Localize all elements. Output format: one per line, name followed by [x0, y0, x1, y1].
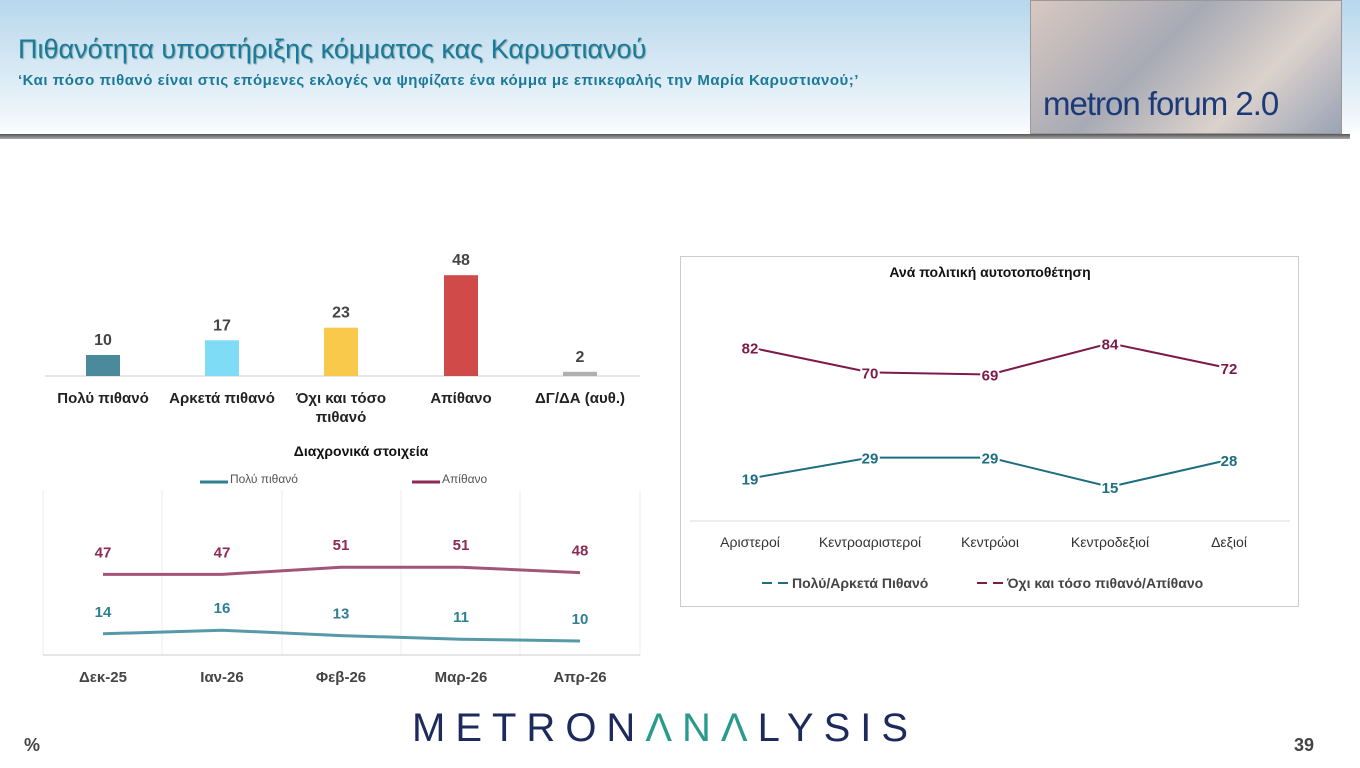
bar-value-label: 2 [576, 349, 585, 366]
trend-value-label: 47 [95, 544, 112, 561]
bar-value-label: 17 [213, 317, 231, 334]
ideology-value-label: 19 [742, 471, 759, 488]
legend-label: Απίθανο [442, 472, 488, 486]
trend-line-0 [102, 628, 581, 643]
ideology-line-0 [749, 456, 1230, 488]
ideology-x-label: Δεξιοί [1211, 534, 1247, 550]
trend-value-label: 51 [333, 537, 350, 554]
trend-chart-title: Διαχρονικά στοιχεία [294, 443, 429, 459]
trend-x-label: Δεκ-25 [79, 669, 127, 686]
trend-x-label: Απρ-26 [553, 669, 606, 686]
bar-value-label: 48 [452, 252, 470, 269]
bar-category-label: Όχι και τόσο [295, 390, 386, 407]
metron-analysis-logo: METRONΛNΛLYSIS [412, 706, 918, 751]
header-divider [0, 134, 1350, 139]
ideology-value-label: 72 [1221, 361, 1238, 378]
slide-title: Πιθανότητα υποστήριξης κόμματος κας Καρυ… [18, 34, 647, 64]
brand-part: ΛNΛ [645, 706, 758, 750]
trend-value-label: 10 [572, 611, 589, 628]
bar-0 [86, 355, 120, 376]
bar-2 [324, 327, 358, 376]
unit-label: % [24, 735, 41, 755]
ideology-line-1 [749, 342, 1230, 376]
bar-category-label: Απίθανο [430, 390, 491, 407]
ideology-chart-frame [680, 256, 1299, 607]
bar-category-label: πιθανό [316, 409, 367, 426]
legend-label: Πολύ πιθανό [230, 472, 298, 486]
ideology-value-label: 69 [982, 367, 999, 384]
metron-forum-logo: metron forum 2.0 [1030, 0, 1342, 134]
bar-value-label: 10 [94, 332, 112, 349]
trend-value-label: 13 [333, 606, 350, 623]
trend-value-label: 51 [453, 537, 470, 554]
bar-1 [205, 340, 239, 376]
trend-value-label: 16 [214, 600, 231, 617]
page-number: 39 [1294, 735, 1315, 755]
trend-x-label: Φεβ-26 [316, 669, 366, 686]
trend-x-label: Μαρ-26 [435, 669, 488, 686]
ideology-value-label: 28 [1221, 453, 1238, 470]
trend-x-label: Ιαν-26 [200, 669, 243, 686]
trend-value-label: 48 [572, 543, 589, 560]
legend-label: Όχι και τόσο πιθανό/Απίθανο [1006, 575, 1203, 591]
ideology-x-label: Αριστεροί [720, 534, 780, 550]
ideology-value-label: 70 [862, 365, 879, 382]
brand-part: LYSIS [757, 706, 919, 750]
ideology-value-label: 29 [862, 451, 879, 468]
slide-subtitle: ‘Και πόσο πιθανό είναι στις επόμενες εκλ… [18, 72, 859, 89]
bar-category-label: ΔΓ/ΔΑ (αυθ.) [535, 390, 625, 407]
bar-4 [563, 371, 597, 376]
ideology-value-label: 82 [742, 340, 759, 357]
ideology-value-label: 84 [1102, 336, 1119, 353]
ideology-x-label: Κεντρώοι [961, 534, 1019, 550]
bar-3 [444, 275, 478, 376]
trend-value-label: 11 [453, 609, 469, 626]
trend-line-1 [103, 565, 581, 576]
bar-value-label: 23 [332, 305, 350, 322]
brand-part: METRON [412, 706, 646, 750]
ideology-x-label: Κεντροαριστεροί [819, 534, 921, 550]
logo-text: metron forum 2.0 [1043, 85, 1279, 122]
bar-category-label: Αρκετά πιθανό [169, 390, 275, 407]
trend-value-label: 47 [214, 544, 231, 561]
trend-value-label: 14 [95, 604, 112, 621]
ideology-x-label: Κεντροδεξιοί [1071, 534, 1149, 550]
ideology-value-label: 29 [982, 451, 999, 468]
bar-category-label: Πολύ πιθανό [57, 390, 149, 407]
ideology-value-label: 15 [1102, 480, 1119, 497]
ideology-chart-title: Ανά πολιτική αυτοτοποθέτηση [889, 264, 1090, 280]
legend-label: Πολύ/Αρκετά Πιθανό [792, 575, 928, 591]
